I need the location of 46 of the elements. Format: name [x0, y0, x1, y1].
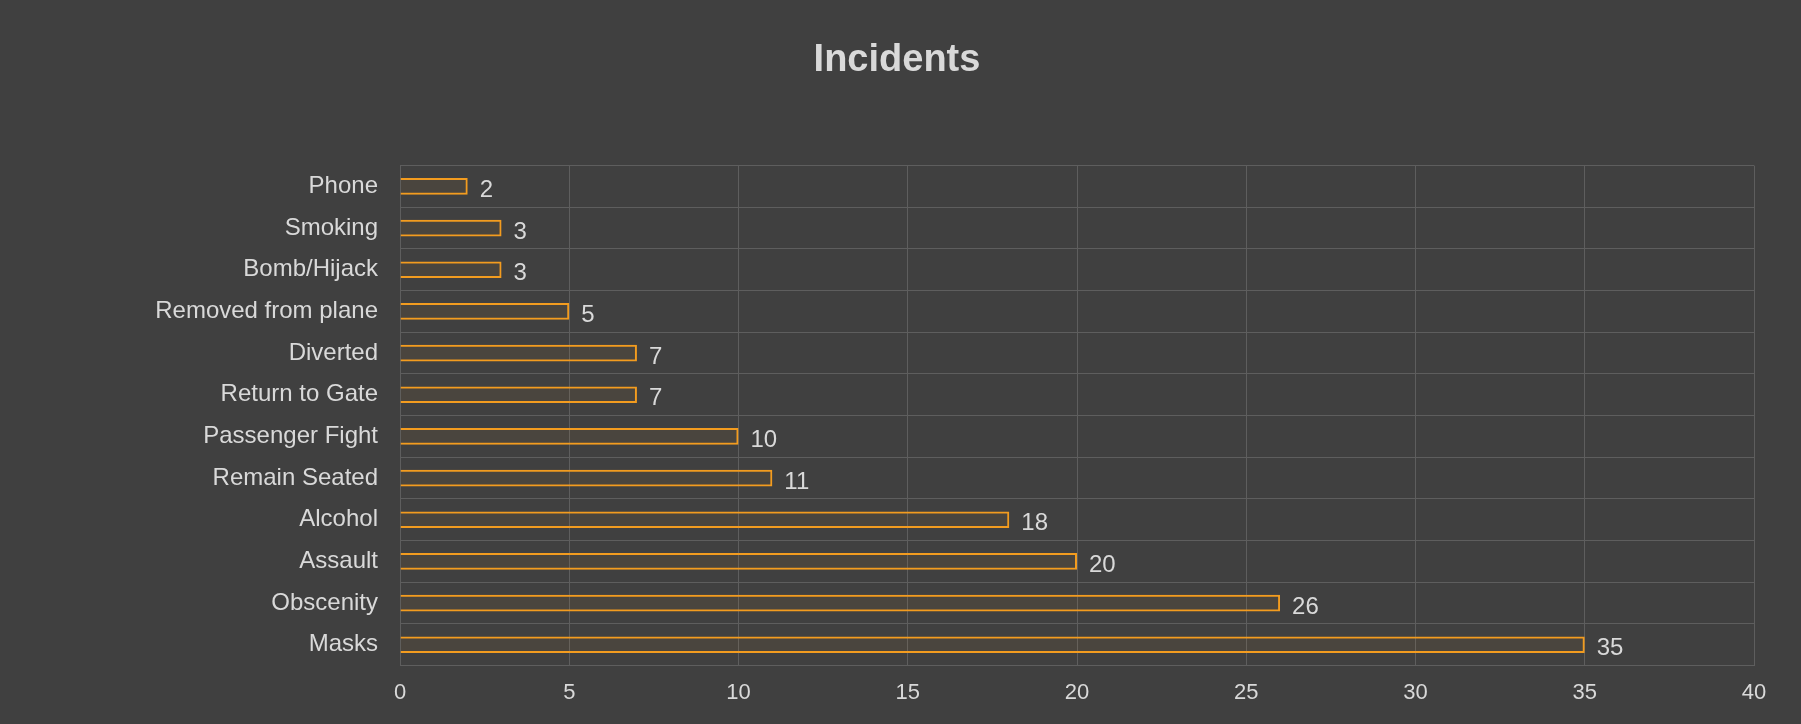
data-label: 20 [1089, 550, 1116, 578]
data-label: 3 [513, 258, 527, 286]
x-tick-label: 35 [1572, 678, 1597, 704]
y-tick-label: Phone [308, 171, 378, 199]
bar [400, 511, 1010, 529]
y-tick-label: Return to Gate [220, 379, 378, 407]
data-label: 5 [581, 300, 595, 328]
x-tick-label: 5 [563, 678, 576, 704]
data-label: 3 [513, 216, 527, 244]
x-tick-label: 30 [1403, 678, 1428, 704]
y-tick-label: Assault [299, 546, 379, 574]
x-tick-label: 15 [895, 678, 920, 704]
y-tick-label: Alcohol [299, 504, 378, 532]
x-tick-label: 0 [393, 678, 407, 704]
data-label: 10 [750, 425, 778, 453]
y-tick-label: Obscenity [271, 587, 378, 615]
bar [400, 219, 502, 237]
bar [400, 178, 468, 195]
x-tick-label: 25 [1234, 678, 1259, 704]
y-tick-label: Diverted [288, 337, 378, 365]
y-tick-label: Smoking [284, 212, 378, 240]
data-label: 11 [784, 466, 810, 494]
y-tick-label: Passenger Fight [203, 421, 379, 449]
bar [400, 428, 739, 445]
y-tick-label: Masks [308, 629, 378, 657]
data-label: 2 [479, 175, 494, 203]
bar [400, 303, 570, 320]
data-label: 7 [648, 341, 663, 369]
bar [400, 553, 1077, 570]
bar [400, 386, 637, 404]
data-label: 7 [648, 383, 663, 411]
bar [400, 636, 1585, 654]
y-tick-label: Removed from plane [155, 296, 378, 324]
x-tick-label: 40 [1741, 678, 1767, 704]
x-tick-label: 10 [726, 678, 751, 704]
data-label: 35 [1596, 633, 1624, 661]
y-tick-label: Bomb/Hijack [243, 254, 379, 282]
bar [400, 344, 637, 362]
data-label: 18 [1021, 508, 1048, 536]
y-tick-label: Remain Seated [212, 462, 378, 490]
chart-title: Incidents [813, 37, 981, 80]
bar [400, 594, 1281, 612]
bar [400, 469, 773, 487]
x-tick-label: 20 [1064, 678, 1090, 704]
bar [400, 261, 502, 279]
data-label: 26 [1292, 591, 1319, 619]
